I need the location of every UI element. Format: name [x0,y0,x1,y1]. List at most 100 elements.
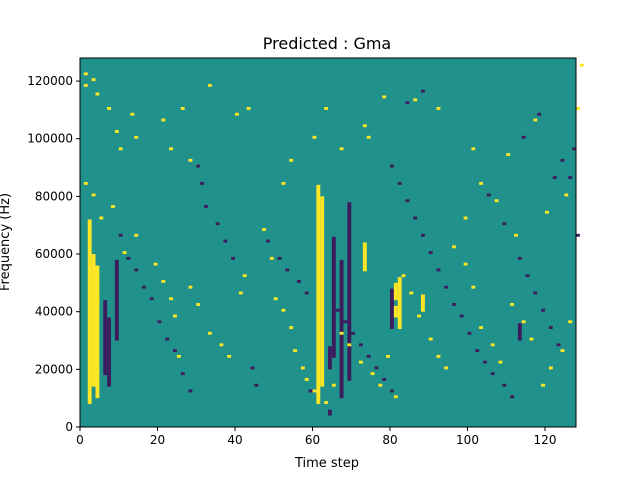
x-tick-label: 80 [382,433,397,447]
heatmap-cell [320,196,325,387]
heatmap-cell [568,176,573,180]
heatmap-cell [510,395,515,399]
heatmap-cell [475,349,480,353]
heatmap-cell [231,256,236,260]
heatmap-cell [471,285,476,289]
heatmap-cell [95,92,100,96]
heatmap-cell [397,181,402,185]
heatmap-cell [471,147,476,151]
heatmap-cell [579,63,584,67]
x-tick-label: 40 [227,433,242,447]
heatmap-cell [242,274,247,278]
heatmap-cell [223,239,228,243]
heatmap-cell [421,233,425,237]
heatmap-cell [490,343,495,347]
heatmap-cell [444,285,449,289]
heatmap-cell [246,107,251,110]
heatmap-cell [533,291,538,295]
y-tick-label: 0 [65,420,73,434]
heatmap-cell [107,107,112,110]
heatmap-cell [452,303,456,306]
heatmap-cell [91,193,96,197]
heatmap-cell [118,233,123,237]
heatmap-cell [204,205,208,208]
heatmap-cell [328,409,332,416]
heatmap-cell [153,262,158,266]
heatmap-cell [386,354,391,358]
heatmap-cell [169,147,174,151]
heatmap-cell [548,326,553,329]
heatmap-cell [452,245,456,249]
heatmap-cell [483,360,487,364]
heatmap-cell [390,164,394,168]
heatmap-cell [134,268,139,272]
heatmap-cell [324,401,329,404]
heatmap-cell [498,360,503,364]
heatmap-cell [463,262,468,266]
heatmap-cell [506,153,511,157]
heatmap-cell [254,383,259,387]
heatmap-cell [196,164,201,168]
heatmap-cell [494,199,499,203]
heatmap-cell [316,184,321,404]
heatmap-cell [572,147,577,151]
heatmap-cell [142,285,146,289]
heatmap-cell [463,216,468,220]
heatmap-cell [351,331,356,335]
heatmap-cell [510,303,515,306]
heatmap-cell [165,337,170,341]
heatmap-cell [335,308,340,312]
heatmap-cell [269,256,274,260]
x-tick-label: 60 [305,433,320,447]
heatmap-cell [200,181,205,185]
heatmap-cell [390,389,394,393]
heatmap-cell [324,107,329,110]
heatmap-cell [576,107,580,110]
heatmap-cell [188,158,193,162]
heatmap-cell [130,112,135,116]
heatmap-cell [347,343,352,347]
heatmap-cell [196,303,201,306]
heatmap-cell [521,135,526,139]
heatmap-cell [541,308,546,312]
heatmap-cell [537,112,542,116]
heatmap-cell [285,268,290,272]
y-tick-label: 100000 [27,132,73,146]
heatmap-cell [273,297,278,301]
heatmap-cell [304,291,309,295]
heatmap-cell [134,135,139,139]
heatmap-cell [421,89,425,93]
heatmap-cell [169,297,174,301]
heatmap-cell [436,268,441,272]
heatmap-cell [238,291,243,295]
y-axis-label: Frequency (Hz) [0,193,13,291]
heatmap-cell [428,251,433,255]
heatmap-cell [331,236,336,358]
heatmap-cell [207,331,212,335]
heatmap-cell [173,314,177,318]
heatmap-cell [173,349,177,353]
heatmap-cell [95,265,100,399]
heatmap-cell [405,199,410,203]
heatmap-cell [219,343,224,347]
heatmap-cell [393,395,398,399]
heatmap-cell [339,147,344,151]
heatmap-cell [362,124,367,128]
heatmap-cell [293,349,298,353]
heatmap-cell [114,130,119,133]
heatmap-cell [308,389,313,393]
heatmap-cell [114,259,119,341]
heatmap-cell [479,326,484,329]
heatmap-cell [502,222,507,226]
heatmap-cell [83,181,88,185]
heatmap-cell [444,366,449,370]
heatmap-cell [517,323,522,341]
heatmap-cell [235,112,239,116]
heatmap-cell [266,239,270,243]
heatmap-cell [289,326,294,329]
heatmap-cell [517,256,522,260]
heatmap-cell [393,305,398,318]
heatmap-cell [107,317,112,387]
x-tick-label: 100 [456,433,479,447]
heatmap-cell [405,101,410,105]
